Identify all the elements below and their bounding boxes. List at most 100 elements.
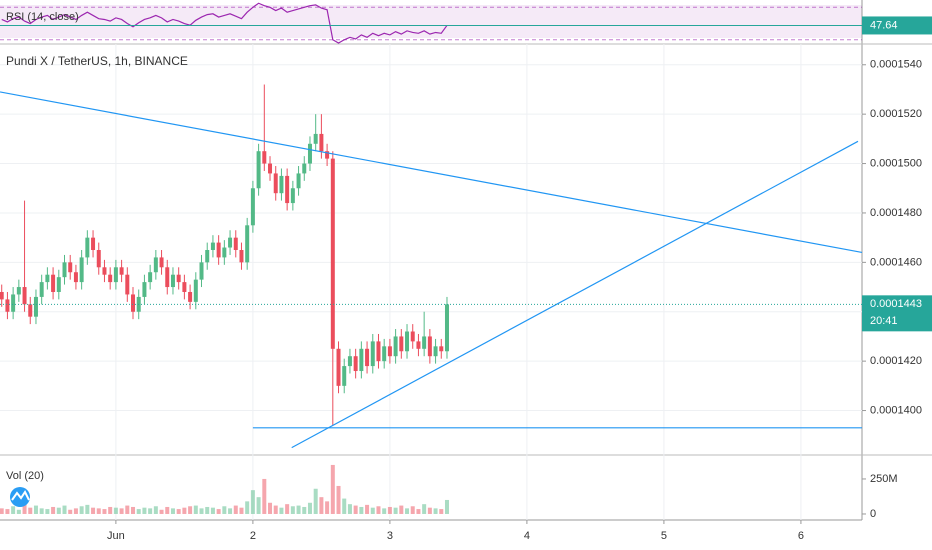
candle-body [268,163,273,174]
volume-bar [268,502,273,514]
volume-bar [0,508,4,514]
candle-body [170,274,175,288]
volume-bar [11,506,16,514]
volume-bar [113,507,118,514]
x-tick-label: Jun [107,530,125,542]
y-tick-label: 0.0001420 [870,355,922,367]
volume-bar [125,505,130,514]
y-tick-label: 0.0001500 [870,157,922,169]
volume-bar [410,506,415,514]
vol-legend: Vol (20) [6,470,44,482]
candle-body [216,242,221,258]
volume-bar [210,507,215,514]
candle-body [5,299,10,312]
rsi-line [1,2,448,44]
volume-bar [416,509,421,514]
candle-body [205,250,210,263]
candle-body [222,247,227,258]
volume-bar [382,508,387,514]
candle-body [330,158,335,349]
candle-body [85,237,90,258]
candle-body [68,262,73,273]
volume-bar [131,506,136,514]
volume-bar [285,504,290,514]
y-tick-label: 0.0001480 [870,207,922,219]
candle-body [325,151,330,159]
candle-body [410,331,415,342]
volume-bar [193,505,198,514]
candle-body [433,346,438,357]
candle-body [16,287,21,295]
candle-body [302,163,307,174]
volume-bar [239,507,244,514]
candle-body [62,262,67,278]
y-tick-label: 0.0001460 [870,256,922,268]
candle-body [393,336,398,357]
candle-body [165,267,170,288]
volume-bar [290,506,295,514]
candle-body [313,133,318,144]
volume-bar [439,509,444,514]
volume-bar [393,507,398,514]
candle-body [262,151,267,164]
candle-body [45,274,50,283]
volume-bar [188,506,193,514]
volume-bar [444,499,449,514]
volume-bar [28,507,33,514]
last-price-box [862,295,932,332]
candle-body [108,274,113,283]
volume-bar [182,507,187,514]
candle-body [290,188,295,204]
volume-bar [336,485,341,514]
rsi-band-fill [0,5,862,38]
volume-bar [376,506,381,514]
candle-body [119,267,124,275]
volume-bar [5,509,10,514]
volume-bar [405,508,410,514]
candle-body [176,274,181,283]
candle-body [153,257,158,273]
volume-bar [222,506,227,514]
candle-body [336,348,341,386]
candle-body [439,346,444,352]
volume-bar [273,505,278,514]
candle-body [91,237,96,250]
volume-bar [365,504,370,514]
candle-body [256,151,261,189]
candle-body [273,173,278,194]
candle-body [33,296,38,317]
candle-body [427,336,432,357]
x-tick-label: 3 [387,530,393,542]
candle-body [387,346,392,357]
candle-body [113,267,118,283]
candle-body [405,331,410,352]
volume-bar [165,506,170,514]
candle-body [188,291,193,302]
candle-body [28,304,33,317]
candle-body [399,336,404,352]
x-tick-label: 4 [524,530,530,542]
candle-body [376,341,381,362]
logo-icon [11,490,30,501]
volume-bar [330,464,335,514]
y-tick-label: 0 [870,508,876,520]
volume-bar [102,509,107,514]
volume-bar [39,508,44,514]
candle-body [285,175,290,204]
candle-body [319,133,324,152]
volume-bar [79,506,84,514]
candle-body [250,188,255,226]
volume-bar [313,488,318,514]
last-price-label: 0.0001443 [870,298,922,310]
volume-bar [85,504,90,514]
candle-body [347,356,352,367]
rsi-last-box [862,16,932,35]
candle-body [245,225,250,263]
volume-bar [302,506,307,514]
y-tick-label: 0.0001540 [870,59,922,71]
volume-bar [51,506,56,514]
candle-body [142,282,147,297]
